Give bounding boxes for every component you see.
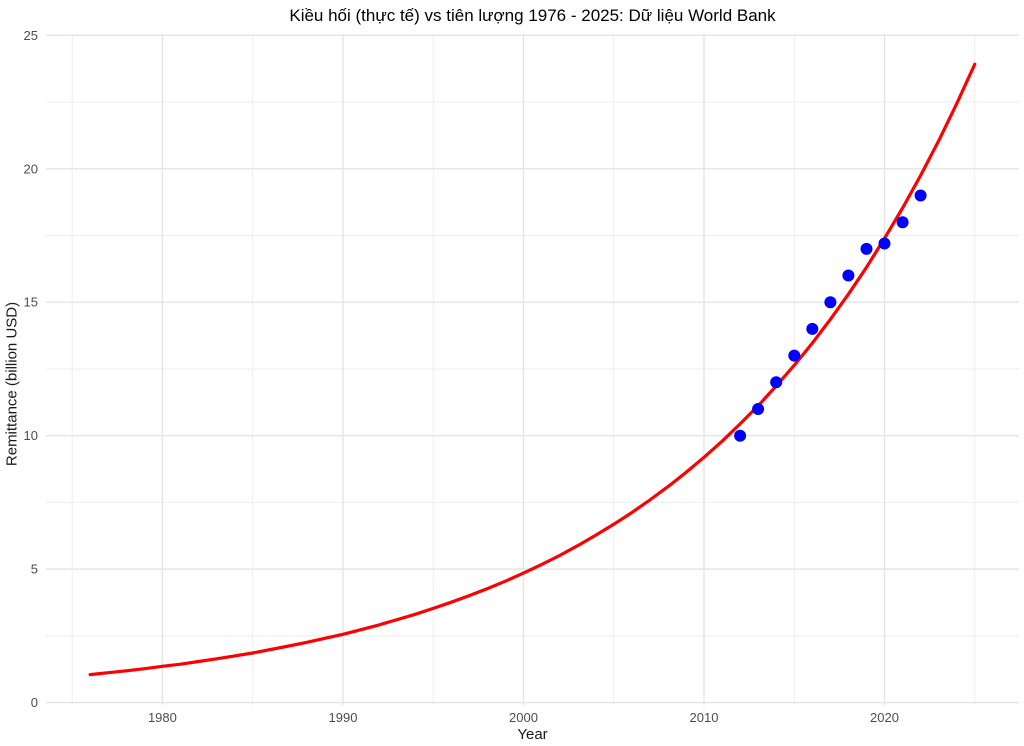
trend-line xyxy=(88,62,977,677)
y-tick-label: 20 xyxy=(24,161,38,176)
x-tick-label: 2000 xyxy=(509,710,538,725)
y-tick-label: 10 xyxy=(24,428,38,443)
data-point xyxy=(860,242,873,255)
data-point xyxy=(752,403,765,415)
data-point xyxy=(896,216,909,229)
y-axis-title: Remittance (billion USD) xyxy=(3,301,21,467)
data-point xyxy=(734,429,747,442)
x-tick-label: 2020 xyxy=(870,710,899,725)
y-tick-label: 25 xyxy=(24,28,38,43)
y-tick-label: 0 xyxy=(31,695,38,710)
data-point xyxy=(824,296,837,309)
data-point xyxy=(788,349,801,362)
data-point xyxy=(878,237,891,250)
x-tick-label: 1980 xyxy=(148,710,177,725)
x-tick-label: 1990 xyxy=(329,710,358,725)
y-tick-label: 5 xyxy=(31,562,38,577)
x-axis-title: Year xyxy=(517,726,548,743)
chart-title: Kiều hối (thực tế) vs tiên lượng 1976 - … xyxy=(289,6,776,25)
data-point xyxy=(914,189,927,202)
data-point xyxy=(806,322,819,335)
data-point xyxy=(770,376,783,389)
y-tick-label: 15 xyxy=(24,295,38,310)
data-point xyxy=(842,269,855,282)
x-tick-label: 2010 xyxy=(690,710,719,725)
